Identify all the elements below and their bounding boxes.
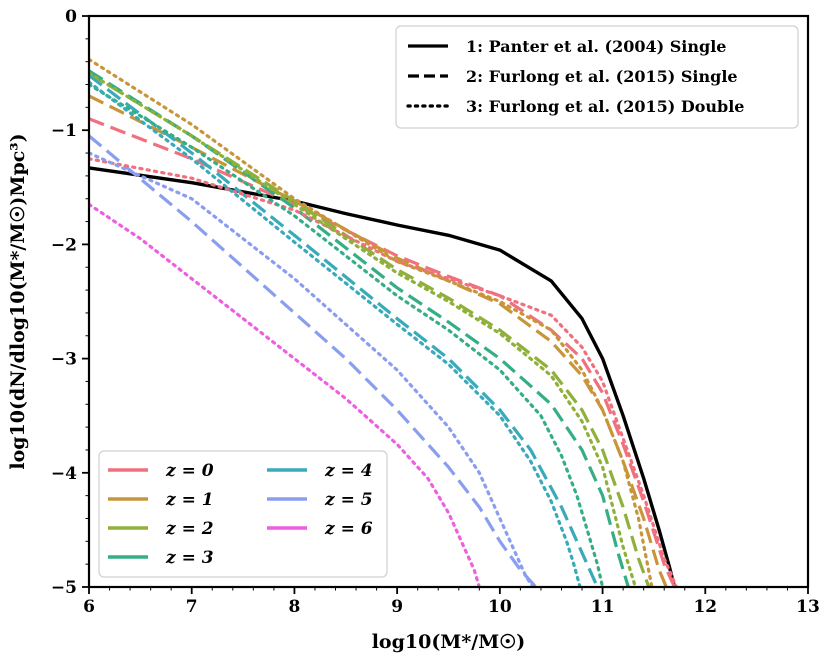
series-line-panter-et-al-2004-single (89, 166, 677, 587)
series-line-z-4-double (89, 80, 582, 587)
axes-layer: 6 7 8 9 10 11 12 13 0 −1 −2 −3 −4 −5 log10(M*/M☉) log10… (7, 7, 820, 653)
series-line-z-6-double (89, 202, 481, 587)
redshift-legend-label: z = 5 (324, 490, 373, 510)
x-tick-label: 11 (591, 597, 615, 617)
plot-frame (87, 14, 810, 589)
y-tick-label: −1 (51, 121, 77, 141)
redshift-legend-label: z = 6 (324, 519, 373, 539)
y-tick-label: −3 (51, 350, 77, 370)
y-axis-label: log10(dN/dlog10(M*/M☉)Mpc³) (7, 133, 29, 469)
redshift-legend-label: z = 0 (165, 461, 214, 481)
series-line-z-4-single (89, 74, 599, 587)
style-legend-label: 2: Furlong et al. (2015) Single (466, 67, 738, 86)
legend-layer: 1: Panter et al. (2004) Single 2: Furlong… (98, 25, 799, 578)
x-tick-label: 7 (186, 597, 198, 617)
series-line-z-2-double (89, 71, 637, 587)
series-layer (89, 57, 679, 587)
series-line-z-5-single (89, 134, 537, 587)
redshift-legend-label: z = 4 (324, 461, 373, 481)
series-line-z-0-double (89, 157, 679, 587)
series-line-z-5-double (89, 151, 535, 587)
series-line-z-2-single (89, 71, 651, 587)
x-tick-label: 13 (796, 597, 820, 617)
x-tick-label: 6 (83, 597, 95, 617)
series-line-z-3-double (89, 82, 605, 587)
series-line-z-1-double (89, 57, 654, 587)
series-line-z-3-single (89, 69, 630, 587)
y-tick-label: −4 (51, 464, 77, 484)
redshift-legend-label: z = 1 (165, 490, 214, 510)
redshift-legend-label: z = 2 (165, 519, 214, 539)
y-tick-label: −2 (51, 235, 77, 255)
x-tick-label: 12 (693, 597, 717, 617)
style-legend-label: 3: Furlong et al. (2015) Double (466, 97, 744, 116)
y-tick-label: 0 (65, 7, 77, 27)
style-legend-box (395, 25, 799, 129)
x-tick-label: 8 (289, 597, 301, 617)
x-tick-label: 9 (391, 597, 403, 617)
redshift-legend-box (98, 450, 388, 578)
y-tick-label: −5 (51, 578, 77, 598)
redshift-legend-label: z = 3 (165, 548, 214, 568)
x-tick-label: 10 (488, 597, 512, 617)
x-axis-label: log10(M*/M☉) (372, 631, 526, 653)
style-legend-label: 1: Panter et al. (2004) Single (466, 37, 726, 56)
